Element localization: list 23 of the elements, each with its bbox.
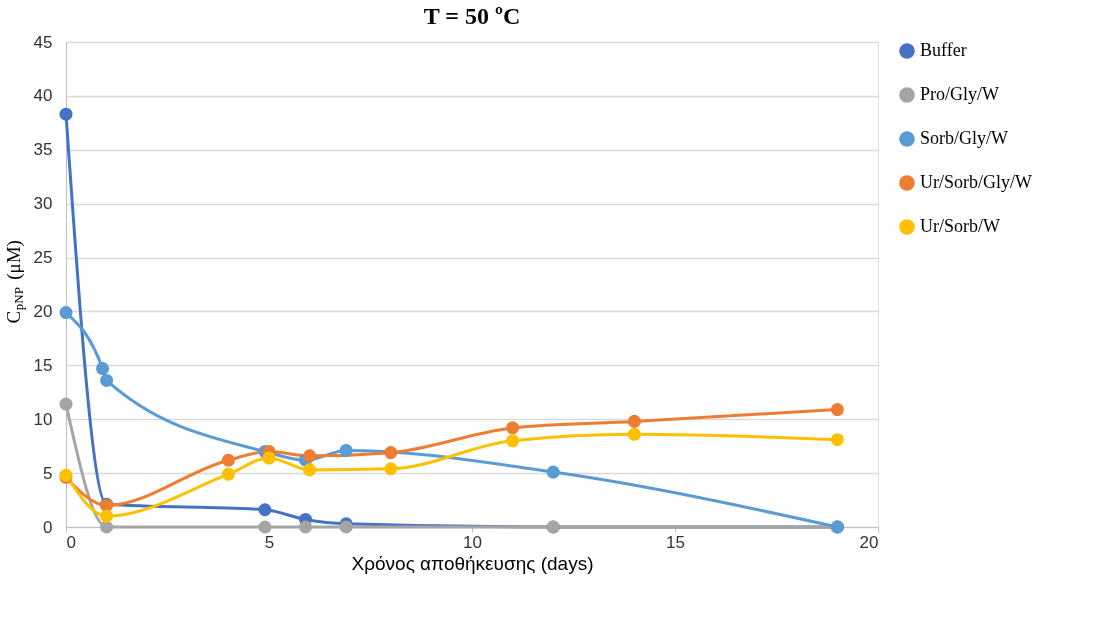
y-tick-label: 35 bbox=[33, 140, 53, 160]
y-tick-label: 40 bbox=[33, 86, 53, 106]
x-axis-title: Χρόνος αποθήκευσης (days) bbox=[351, 552, 594, 574]
x-tick-label: 10 bbox=[463, 532, 482, 552]
y-tick-label: 15 bbox=[33, 355, 53, 375]
y-axis-title: CpNP (μM) bbox=[3, 240, 26, 324]
y-tick-label: 45 bbox=[33, 32, 53, 52]
y-tick-label: 10 bbox=[33, 409, 53, 429]
legend-label: Sorb/Gly/W bbox=[920, 128, 1009, 148]
legend-label: Pro/Gly/W bbox=[920, 84, 1000, 104]
y-tick-label: 25 bbox=[33, 248, 53, 268]
y-tick-label: 30 bbox=[33, 194, 53, 214]
y-tick-label: 5 bbox=[43, 463, 53, 483]
y-tick-label: 20 bbox=[33, 301, 53, 321]
x-tick-label: 5 bbox=[264, 532, 275, 552]
y-tick-label: 0 bbox=[43, 517, 53, 537]
x-tick-label: 15 bbox=[666, 532, 685, 552]
legend-label: Buffer bbox=[920, 40, 967, 60]
x-tick-label: 0 bbox=[66, 532, 76, 552]
chart-title: T = 50 ºC bbox=[423, 3, 521, 29]
legend-label: Ur/Sorb/W bbox=[920, 216, 1000, 236]
legend-label: Ur/Sorb/Gly/W bbox=[920, 172, 1032, 192]
x-tick-label: 20 bbox=[859, 532, 879, 552]
